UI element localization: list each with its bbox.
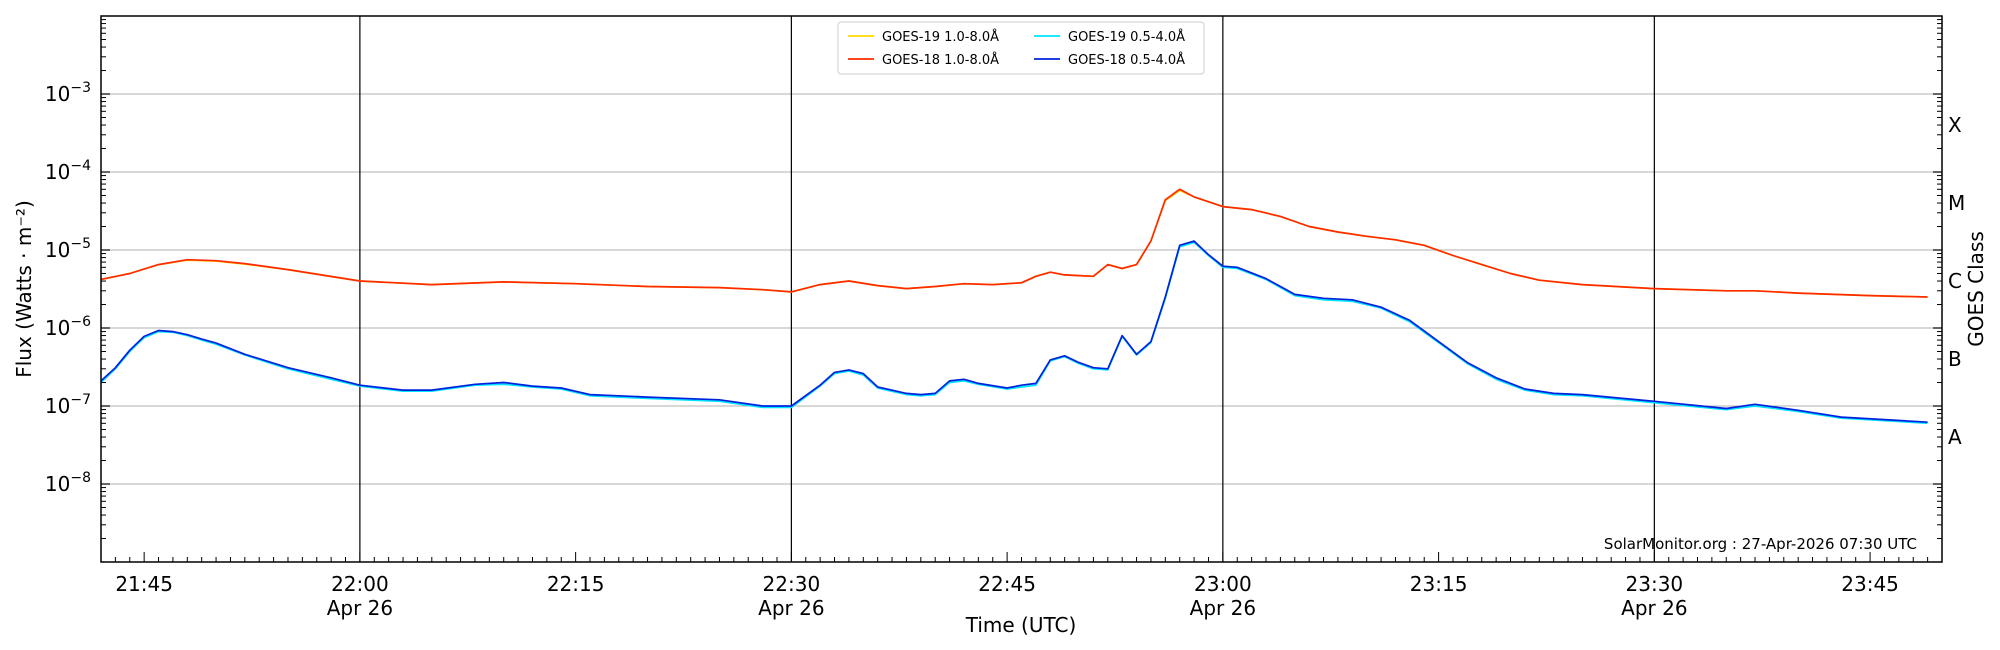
x-tick-label: 22:15 xyxy=(547,572,605,596)
x-tick-label: 23:45 xyxy=(1841,572,1899,596)
legend: GOES-19 1.0-8.0Å GOES-18 1.0-8.0Å GOES-19 … xyxy=(837,21,1205,75)
credit-text: SolarMonitor.org : 27-Apr-2026 07:30 UTC xyxy=(1604,535,1917,553)
goes-class-label: A xyxy=(1948,425,1962,449)
legend-box xyxy=(837,21,1205,75)
x-tick-label: 21:45 xyxy=(115,572,173,596)
y-tick-label: 10−4 xyxy=(45,158,91,184)
series-group xyxy=(100,188,1928,425)
goes-class-axis: X M C B A xyxy=(1948,113,1965,449)
x-tick-label: 22:45 xyxy=(978,572,1036,596)
y-tick-label: 10−6 xyxy=(45,314,91,340)
y-tick-label: 10−7 xyxy=(45,392,91,418)
x-tick-date-label: Apr 26 xyxy=(1621,596,1687,620)
legend-label: GOES-19 1.0-8.0Å xyxy=(882,29,999,45)
x-tick-date-label: Apr 26 xyxy=(1190,596,1256,620)
x-tick-date-label: Apr 26 xyxy=(758,596,824,620)
x-tick-label: 23:30 xyxy=(1626,572,1684,596)
series-line xyxy=(100,240,1928,424)
goes-class-label: M xyxy=(1948,191,1965,215)
legend-label: GOES-18 0.5-4.0Å xyxy=(1068,52,1185,68)
x-tick-label: 22:30 xyxy=(763,572,821,596)
goes-class-label: C xyxy=(1948,269,1962,293)
y-tick-label: 10−5 xyxy=(45,236,91,262)
y-tick-label: 10−8 xyxy=(45,470,91,496)
legend-label: GOES-18 1.0-8.0Å xyxy=(882,52,999,68)
x-tick-label: 23:00 xyxy=(1194,572,1252,596)
grid-lines xyxy=(101,93,1942,485)
goes-class-label: B xyxy=(1948,347,1962,371)
x-tick-label: 23:15 xyxy=(1410,572,1468,596)
x-axis-title: Time (UTC) xyxy=(965,613,1077,637)
y-axis-title: Flux (Watts · m⁻²) xyxy=(12,200,36,378)
y-axis: 10−3 10−4 10−5 10−6 10−7 10−8 xyxy=(45,19,1942,540)
legend-label: GOES-19 0.5-4.0Å xyxy=(1068,29,1185,45)
y-tick-label: 10−3 xyxy=(45,80,91,106)
y2-axis-title: GOES Class xyxy=(1964,231,1988,347)
goes-class-label: X xyxy=(1948,113,1962,137)
x-tick-label: 22:00 xyxy=(331,572,389,596)
series-line xyxy=(100,188,1928,298)
x-tick-date-label: Apr 26 xyxy=(327,596,393,620)
